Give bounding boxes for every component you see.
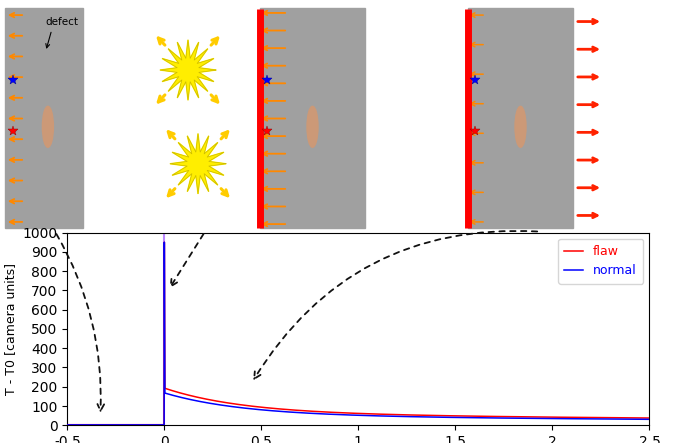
normal [160,240,168,245]
normal [386,413,394,419]
Text: defect: defect [46,17,79,27]
normal [610,416,618,422]
flaw [610,415,618,420]
flaw [628,415,636,420]
flaw [63,422,71,427]
flaw [160,240,168,245]
Bar [260,8,365,229]
Ellipse shape [307,106,318,147]
Line: normal: normal [67,242,649,425]
normal [645,417,653,422]
flaw [505,414,513,420]
normal [226,404,234,409]
Legend: flaw, normal: flaw, normal [558,239,643,284]
Bar [5,8,83,229]
Polygon shape [170,134,226,194]
normal [72,422,80,427]
flaw [386,412,394,417]
Bar [468,8,573,229]
flaw [645,416,653,421]
normal [505,416,513,421]
Ellipse shape [42,106,53,147]
Y-axis label: T - T0 [camera units]: T - T0 [camera units] [4,263,17,395]
flaw [226,400,234,406]
flaw [72,422,80,427]
Line: flaw: flaw [67,242,649,425]
normal [628,416,636,422]
Polygon shape [160,40,216,100]
Ellipse shape [515,106,526,147]
normal [63,422,71,427]
